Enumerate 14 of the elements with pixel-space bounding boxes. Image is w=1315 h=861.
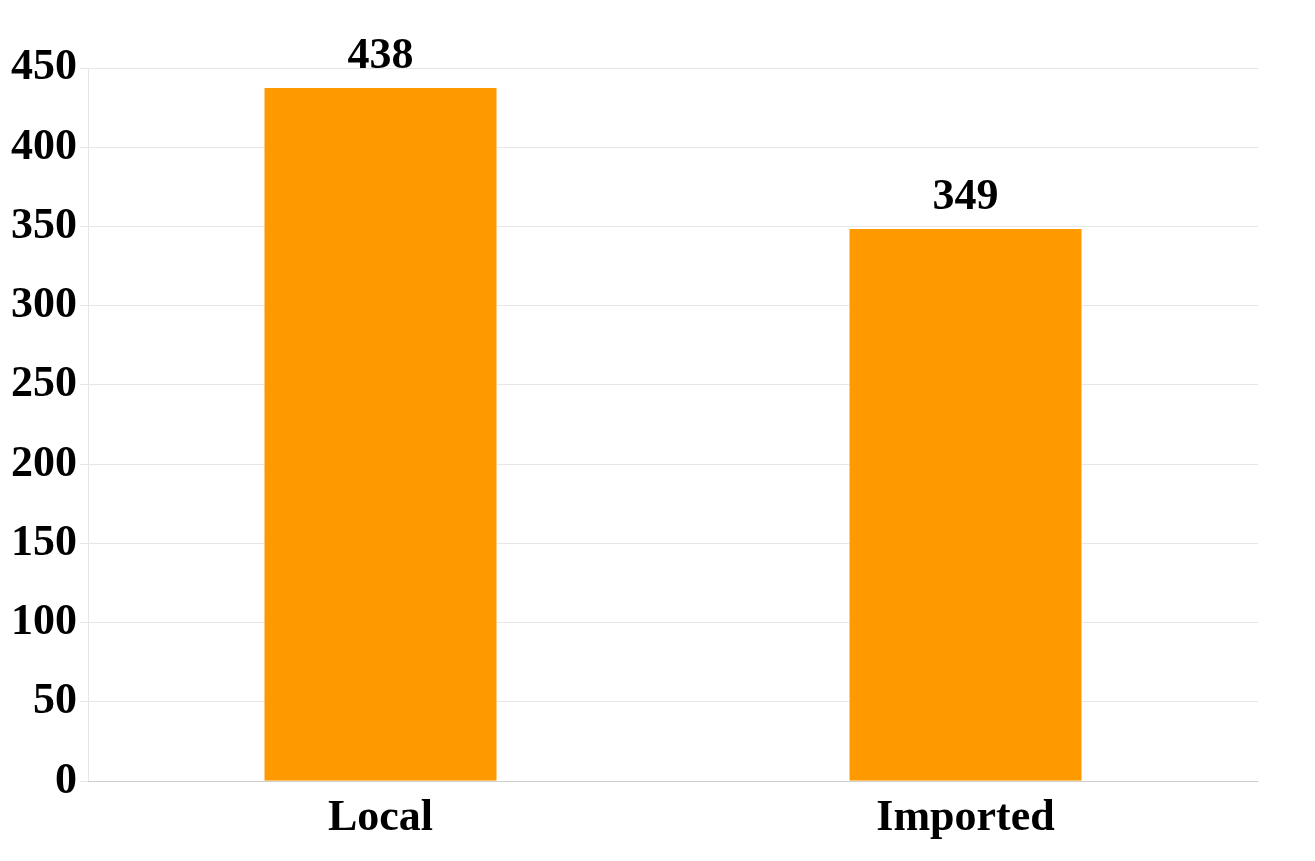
y-tick-label: 350 [11,198,77,248]
data-label: 349 [932,170,999,220]
y-tick-label: 250 [11,357,77,407]
x-tick-label: Local [327,790,434,840]
y-tick-label: 150 [11,515,77,565]
y-tick-label: 100 [11,595,77,645]
y-tick-label: 200 [11,436,77,486]
y-tick-label: 450 [11,40,77,90]
y-tick-label: 0 [55,753,77,803]
y-tick-label: 300 [11,278,77,328]
data-label: 438 [347,29,414,79]
x-tick-label: Imported [876,790,1055,840]
y-tick-label: 400 [11,119,77,169]
y-tick-label: 50 [33,674,77,724]
